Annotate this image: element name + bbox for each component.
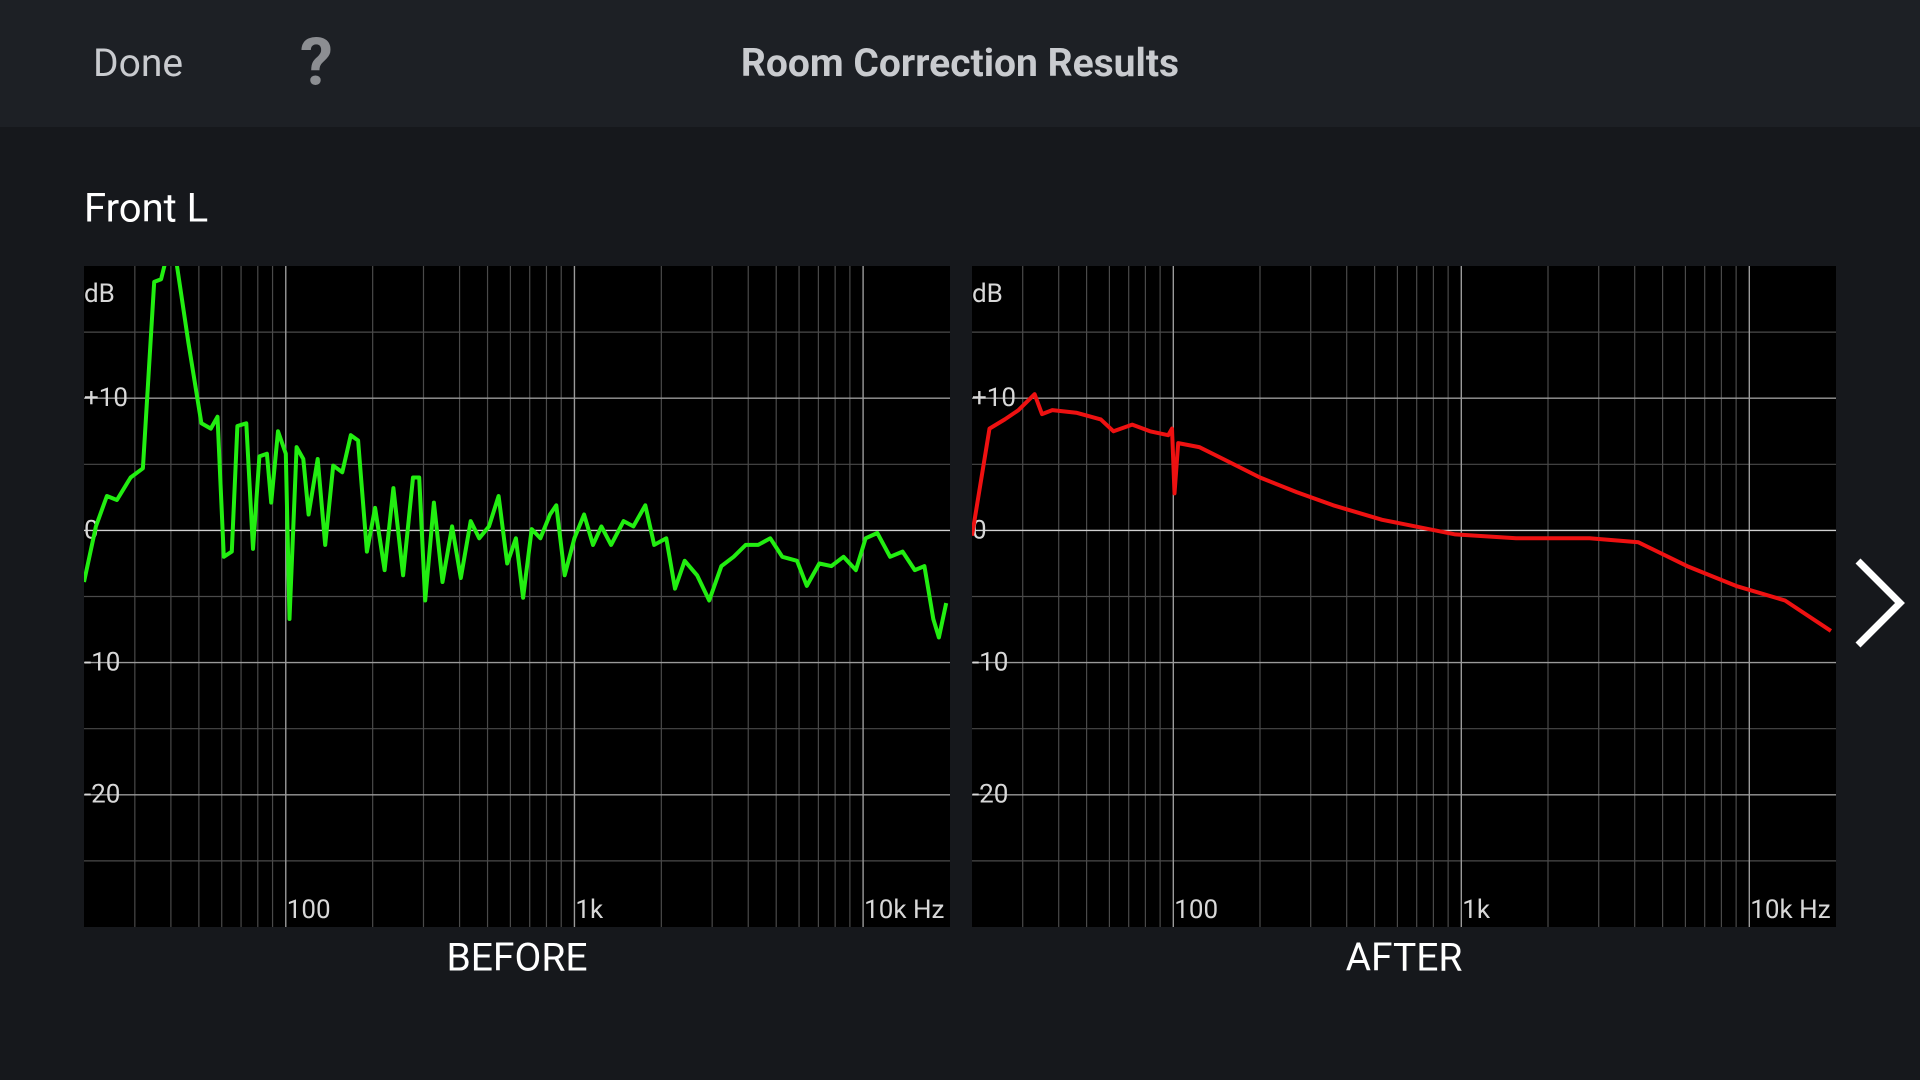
- next-button[interactable]: [1850, 555, 1910, 651]
- response-line: [972, 392, 1833, 633]
- chart-caption: AFTER: [1346, 934, 1463, 980]
- x-tick-label: 10k Hz: [864, 895, 944, 925]
- y-tick-label: +10: [972, 383, 1016, 413]
- x-tick-label: 10k Hz: [1750, 895, 1830, 925]
- y-tick-label: -10: [84, 647, 120, 677]
- x-tick-label: 1k: [1462, 895, 1491, 925]
- x-tick-label: 100: [287, 895, 331, 925]
- response-line: [84, 266, 949, 640]
- y-tick-label: +10: [84, 383, 128, 413]
- help-button[interactable]: ?: [300, 24, 333, 102]
- top-bar: [0, 0, 1920, 127]
- done-button[interactable]: Done: [93, 40, 184, 86]
- channel-label: Front L: [84, 184, 209, 232]
- y-tick-label: -20: [972, 780, 1008, 810]
- y-tick-label: -20: [84, 780, 120, 810]
- x-tick-label: 100: [1174, 895, 1218, 925]
- chevron-icon: [1855, 558, 1905, 648]
- x-tick-label: 1k: [575, 895, 604, 925]
- y-axis-label: dB: [972, 279, 1003, 309]
- y-axis-label: dB: [84, 279, 115, 309]
- chart-caption: BEFORE: [446, 934, 587, 980]
- y-tick-label: -10: [972, 647, 1008, 677]
- page-title: Room Correction Results: [740, 40, 1180, 86]
